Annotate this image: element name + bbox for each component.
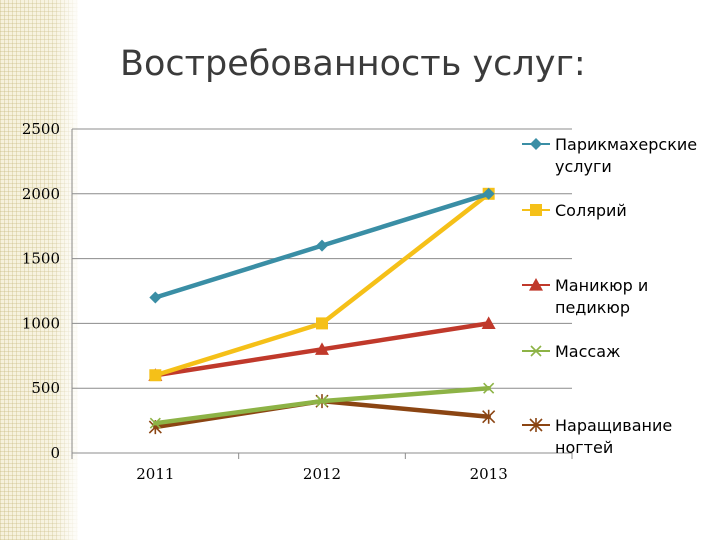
data-point-0-1 [316,239,328,252]
y-tick-label-1000: 1000 [22,314,60,332]
data-point-1-1 [316,317,328,330]
decorative-side-strip [0,0,78,540]
x-tick-label-2012: 2012 [303,465,341,483]
x-tick-label-2011: 2011 [136,465,174,483]
data-point-0-2 [482,187,495,200]
y-tick-label-2500: 2500 [22,120,60,138]
legend-marker-0 [530,138,542,150]
page-title: Востребованность услуг: [120,44,586,84]
data-point-0-0 [149,291,162,304]
data-point-2-1 [315,342,329,355]
data-point-4-2 [482,409,496,424]
y-tick-label-2000: 2000 [22,185,60,203]
data-point-3-1 [316,395,328,407]
legend-marker-1 [530,204,542,216]
y-tick-label-500: 500 [31,379,60,397]
legend-marker-4 [529,418,543,432]
legend-marker-3 [530,345,542,357]
data-point-1-0 [149,369,162,382]
y-tick-label-1500: 1500 [22,250,60,268]
legend-label-3: Массаж [555,342,620,361]
legend-label-2: Маникюр и педикюр [555,276,648,317]
legend-label-4: Наращивание ногтей [555,416,672,457]
y-tick-label-0: 0 [50,444,60,462]
legend-marker-2 [529,278,543,291]
legend-label-1: Солярий [555,201,627,220]
data-point-3-0 [149,417,161,429]
x-tick-label-2013: 2013 [470,465,508,483]
data-point-3-2 [483,382,495,394]
legend-label-0: Парикмахерские услуги [555,135,697,176]
data-point-2-2 [481,316,496,329]
